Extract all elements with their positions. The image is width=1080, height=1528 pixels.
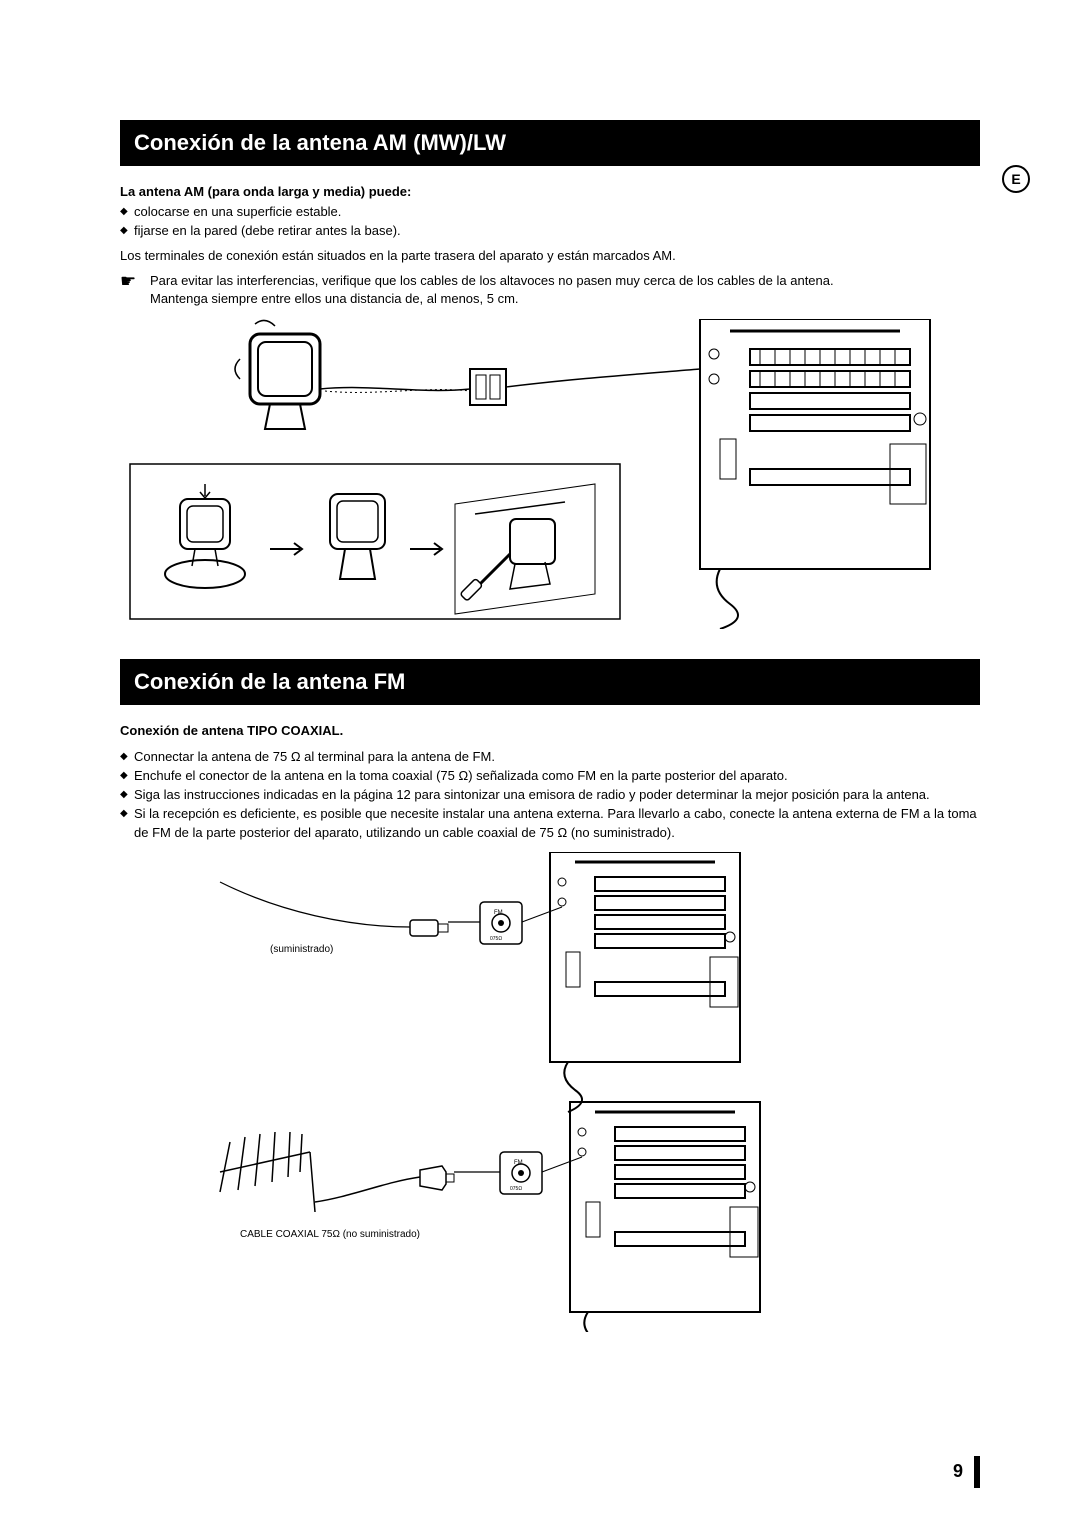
am-note: ☛ Para evitar las interferencias, verifi… <box>120 272 980 310</box>
svg-text:075Ω: 075Ω <box>490 936 502 942</box>
list-item: Si la recepción es deficiente, es posibl… <box>120 805 980 843</box>
list-item: Connectar la antena de 75 Ω al terminal … <box>120 748 980 767</box>
fm-diagrams: FM 075Ω (suministrado) <box>120 852 980 1332</box>
coax-label: CABLE COAXIAL 75Ω (no suministrado) <box>240 1229 420 1240</box>
am-diagram <box>120 319 980 629</box>
list-item: fijarse en la pared (debe retirar antes … <box>120 222 980 241</box>
page-number-bar <box>974 1456 980 1488</box>
fm-subtitle: Conexión de antena TIPO COAXIAL. <box>120 723 980 738</box>
list-item: colocarse en una superficie estable. <box>120 203 980 222</box>
svg-text:075Ω: 075Ω <box>510 1186 522 1192</box>
language-badge: E <box>1002 165 1030 193</box>
hand-icon: ☛ <box>120 272 142 310</box>
page-number: 9 <box>953 1456 980 1488</box>
section-am-title: Conexión de la antena AM (MW)/LW <box>120 120 980 166</box>
am-diagram-svg <box>120 319 960 629</box>
list-item: Siga las instrucciones indicadas en la p… <box>120 786 980 805</box>
section-fm-title: Conexión de la antena FM <box>120 659 980 705</box>
language-badge-text: E <box>1011 171 1020 187</box>
fm-bullets: Connectar la antena de 75 Ω al terminal … <box>120 748 980 842</box>
manual-page: E Conexión de la antena AM (MW)/LW La an… <box>0 0 1080 1422</box>
am-subtitle: La antena AM (para onda larga y media) p… <box>120 184 980 199</box>
am-note-text: Para evitar las interferencias, verifiqu… <box>150 272 834 310</box>
list-item: Enchufe el conector de la antena en la t… <box>120 767 980 786</box>
am-terminal-text: Los terminales de conexión están situado… <box>120 247 980 266</box>
fm-connector-label-1: FM <box>494 910 503 916</box>
supplied-label: (suministrado) <box>270 944 333 955</box>
page-number-value: 9 <box>953 1461 963 1481</box>
fm-diagram-svg: FM 075Ω (suministrado) <box>120 852 960 1332</box>
fm-connector-label-2: FM <box>514 1160 523 1166</box>
am-bullets: colocarse en una superficie estable. fij… <box>120 203 980 241</box>
